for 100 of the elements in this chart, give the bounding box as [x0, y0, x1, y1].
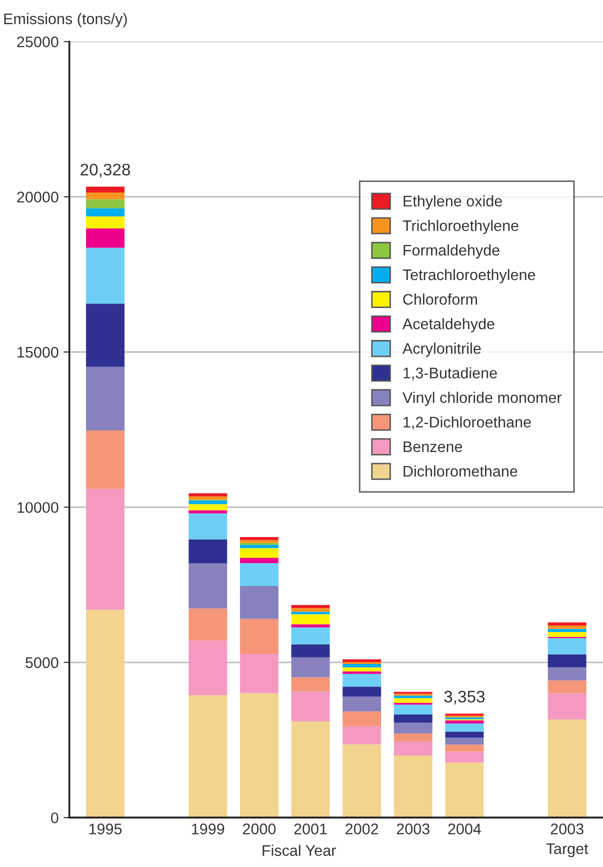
bar	[291, 691, 330, 722]
bar	[394, 696, 432, 698]
bar	[291, 627, 330, 644]
bar	[188, 500, 228, 504]
bar	[445, 720, 484, 724]
legend-label: Vinyl chloride monomer	[402, 392, 562, 406]
bar	[240, 548, 278, 558]
bar	[240, 540, 278, 543]
total-label: 3,353	[444, 690, 485, 705]
bar	[342, 686, 382, 697]
bar	[86, 304, 125, 367]
y-axis-title: Emissions (tons/y)	[4, 13, 127, 28]
bar	[291, 612, 330, 614]
x-tick-label: 1999	[192, 824, 224, 834]
bar	[240, 586, 278, 619]
y-tick-label: 10000	[18, 502, 58, 513]
legend-label: 1,2-Dichloroethane	[404, 416, 531, 430]
bar	[188, 510, 228, 514]
legend-label: Tetrachloroethylene	[402, 268, 536, 284]
bar	[291, 657, 330, 678]
bar	[291, 608, 330, 612]
bar	[86, 186, 125, 192]
bar	[445, 724, 484, 732]
bar	[445, 744, 484, 752]
y-tick-label: 0	[51, 812, 58, 824]
bar	[394, 742, 432, 756]
bar	[240, 536, 278, 540]
bar	[548, 680, 586, 694]
bar	[188, 563, 228, 608]
bar	[342, 664, 382, 668]
bar	[445, 762, 484, 818]
legend-label: Acrylonitrile	[402, 342, 481, 357]
total-label: 20,328	[80, 164, 130, 178]
bar	[240, 618, 278, 654]
bar	[86, 248, 125, 304]
bar	[188, 640, 228, 696]
bar	[548, 628, 586, 632]
legend-label: Trichloroethylene	[402, 220, 518, 234]
bar	[86, 192, 125, 200]
bar	[548, 654, 586, 668]
bar	[86, 228, 125, 248]
bar	[86, 610, 125, 818]
x-tick-label: 2000	[242, 824, 276, 834]
legend-label: Acetaldehyde	[402, 318, 494, 332]
bar	[291, 677, 330, 692]
bar	[86, 366, 125, 431]
bar	[548, 622, 586, 626]
bar	[240, 563, 278, 586]
bar	[240, 558, 278, 564]
bar	[342, 671, 382, 674]
legend-label: Formaldehyde	[404, 244, 500, 259]
y-tick-label: 15000	[18, 346, 58, 358]
y-tick-label: 5000	[26, 657, 58, 668]
bar	[342, 674, 382, 687]
bar	[291, 614, 330, 624]
y-tick-label: 20000	[17, 192, 58, 202]
bar	[445, 738, 484, 745]
bar	[291, 644, 330, 658]
bar	[188, 513, 228, 540]
bar	[188, 539, 228, 564]
x-tick-label: 2002	[346, 824, 378, 834]
y-tick-label: 25000	[17, 36, 58, 48]
bar	[445, 732, 484, 738]
bar	[548, 693, 586, 720]
bar	[342, 726, 382, 744]
x-tick-label: 2003	[396, 824, 430, 834]
bar	[188, 695, 228, 818]
bar	[291, 624, 330, 628]
bar	[342, 696, 382, 712]
bar	[548, 632, 586, 637]
bar	[394, 714, 432, 723]
x-tick-label: 2004	[448, 824, 482, 834]
x-axis-title: Fiscal Year	[262, 844, 336, 856]
bar	[342, 744, 382, 818]
bar	[86, 488, 125, 610]
legend-label: Ethylene oxide	[404, 195, 502, 210]
bar	[240, 693, 278, 818]
bar	[291, 721, 330, 818]
bar	[394, 698, 432, 703]
bar	[394, 722, 432, 734]
bar	[86, 199, 125, 208]
legend-label: Benzene	[404, 441, 462, 452]
x-tick-label: 2003 Target	[546, 824, 588, 858]
legend-label: Chloroform	[403, 294, 477, 305]
bar	[188, 608, 228, 640]
legend-label: Dichloromethane	[404, 465, 518, 477]
legend-label: 1,3-Butadiene	[404, 367, 497, 380]
bar	[291, 604, 330, 608]
bar	[188, 493, 228, 496]
bar	[394, 733, 432, 742]
bar	[548, 720, 586, 818]
bar	[188, 504, 228, 510]
bar	[342, 667, 382, 672]
bar	[548, 638, 586, 654]
bar	[394, 756, 432, 818]
bar	[548, 667, 586, 680]
x-tick-label: 1995	[89, 824, 122, 834]
bar	[342, 711, 382, 726]
bar	[548, 625, 586, 629]
bar	[445, 752, 484, 763]
